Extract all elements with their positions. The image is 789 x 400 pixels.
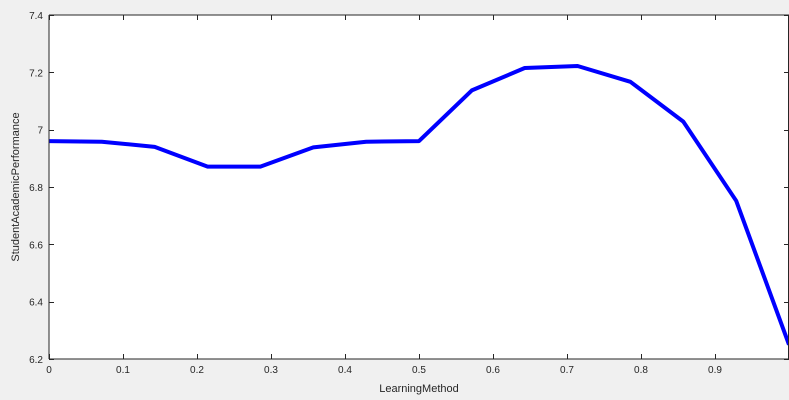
x-tick-label: 0.3 — [264, 365, 278, 376]
x-tick-label: 0.8 — [634, 365, 648, 376]
y-tick-label: 7.2 — [29, 68, 43, 79]
x-axis-label: LearningMethod — [379, 383, 459, 395]
x-tick-label: 0 — [46, 365, 52, 376]
x-tick-label: 0.7 — [560, 365, 574, 376]
series-line — [48, 64, 789, 346]
x-tick-label: 0.6 — [486, 365, 500, 376]
plot-area — [49, 15, 789, 359]
y-tick-label: 6.4 — [29, 298, 43, 309]
y-tick-label: 6.6 — [29, 240, 43, 251]
y-tick-label: 7 — [37, 126, 43, 137]
y-axis-label: StudentAcademicPerformance — [10, 112, 22, 261]
x-tick-label: 0.4 — [338, 365, 352, 376]
x-tick-label: 0.2 — [190, 365, 204, 376]
y-tick-label: 6.8 — [29, 183, 43, 194]
series-layer — [48, 64, 789, 346]
x-tick-label: 0.5 — [412, 365, 426, 376]
y-tick-label: 7.4 — [29, 11, 43, 22]
y-tick-label: 6.2 — [29, 355, 43, 366]
ticks-layer: 0 0.1 0.2 0.3 0.4 0.5 0.6 0.7 0.8 0.9 6.2 6.4 6.6 6.8… — [29, 11, 789, 376]
x-tick-label: 0.1 — [116, 365, 130, 376]
x-tick-label: 0.9 — [708, 365, 722, 376]
